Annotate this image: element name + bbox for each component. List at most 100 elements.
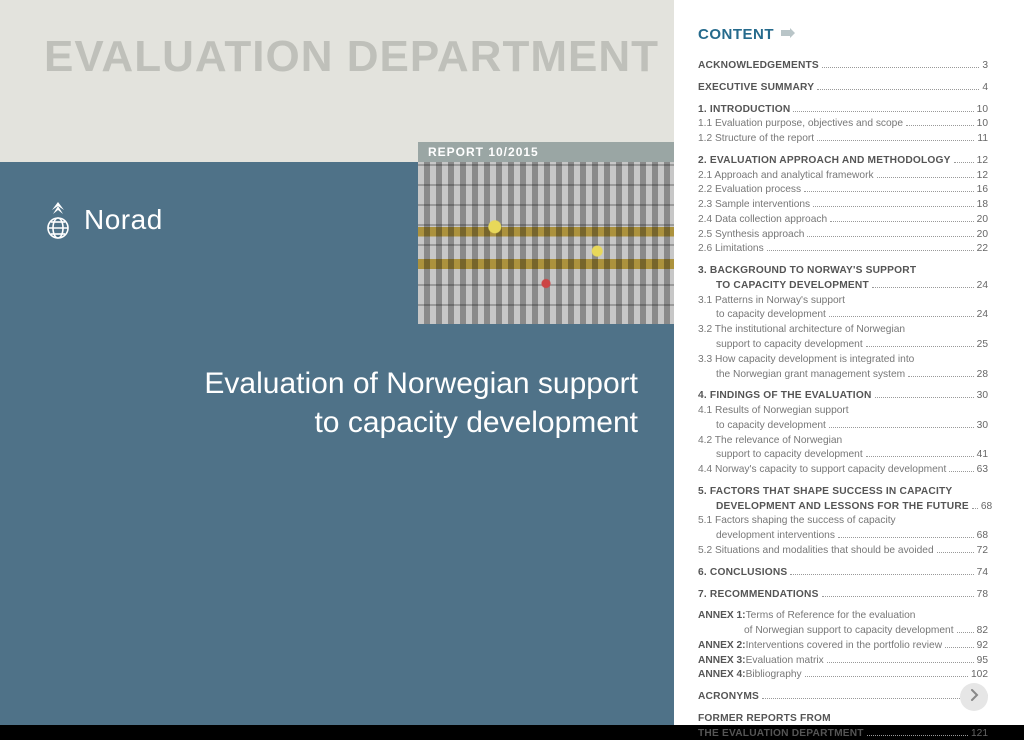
toc-entry[interactable]: ACRONYMS120 <box>698 690 988 704</box>
toc-entry[interactable]: 2.5 Synthesis approach20 <box>698 228 988 242</box>
toc-page: 11 <box>977 132 988 146</box>
toc-label: Evaluation matrix <box>746 654 824 668</box>
toc-leader-dots <box>817 140 974 141</box>
toc-label: 1.2 Structure of the report <box>698 132 814 146</box>
toc-entry[interactable]: 2.1 Approach and analytical framework12 <box>698 169 988 183</box>
toc-label: to capacity development <box>716 308 826 322</box>
annex-prefix: ANNEX 3: <box>698 654 746 668</box>
toc-label: 2.4 Data collection approach <box>698 213 827 227</box>
toc-page: 28 <box>977 368 988 382</box>
toc-entry[interactable]: 2.6 Limitations22 <box>698 242 988 256</box>
toc-label: the Norwegian grant management system <box>716 368 905 382</box>
report-title-line1: Evaluation of Norwegian support <box>204 364 638 403</box>
toc-leader-dots <box>875 397 974 398</box>
toc-label: 3.1 Patterns in Norway's support <box>698 294 845 308</box>
toc-entry[interactable]: ANNEX 2: Interventions covered in the po… <box>698 639 988 653</box>
report-title-line2: to capacity development <box>204 403 638 442</box>
toc-label: 2.5 Synthesis approach <box>698 228 804 242</box>
toc-entry[interactable]: ACKNOWLEDGEMENTS 3 <box>698 59 988 73</box>
toc-entry[interactable]: 3.3 How capacity development is integrat… <box>698 353 988 367</box>
toc-entry[interactable]: TO CAPACITY DEVELOPMENT24 <box>716 279 988 293</box>
toc-entry[interactable]: 4.1 Results of Norwegian support <box>698 404 988 418</box>
toc-entry[interactable]: 3.2 The institutional architecture of No… <box>698 323 988 337</box>
chevron-right-icon <box>969 688 979 706</box>
toc-page: 24 <box>977 308 988 322</box>
toc-page: 95 <box>977 654 988 668</box>
toc-entry[interactable]: 7. RECOMMENDATIONS 78 <box>698 588 988 602</box>
toc-entry[interactable]: 1.1 Evaluation purpose, objectives and s… <box>698 117 988 131</box>
toc-entry[interactable]: to capacity development 30 <box>716 419 988 433</box>
toc-entry[interactable]: support to capacity development41 <box>716 448 988 462</box>
toc-entry[interactable]: 3. BACKGROUND TO NORWAY'S SUPPORT <box>698 264 988 278</box>
toc-label: 1. INTRODUCTION <box>698 103 790 117</box>
toc-entry[interactable]: 2.3 Sample interventions18 <box>698 198 988 212</box>
annex-prefix: ANNEX 4: <box>698 668 746 682</box>
annex-prefix: ANNEX 1: <box>698 609 746 623</box>
toc-label: 5.2 Situations and modalities that shoul… <box>698 544 934 558</box>
toc-leader-dots <box>817 89 979 90</box>
toc-page: 3 <box>982 59 988 73</box>
toc-leader-dots <box>829 316 974 317</box>
next-page-button[interactable] <box>960 683 988 711</box>
toc-entry[interactable]: 6. CONCLUSIONS74 <box>698 566 988 580</box>
toc-page: 68 <box>981 500 992 514</box>
toc-leader-dots <box>957 632 974 633</box>
toc-label: 4.1 Results of Norwegian support <box>698 404 849 418</box>
toc-leader-dots <box>805 676 968 677</box>
toc-label: 2.3 Sample interventions <box>698 198 810 212</box>
toc-leader-dots <box>954 162 974 163</box>
toc-entry[interactable]: EXECUTIVE SUMMARY4 <box>698 81 988 95</box>
toc-entry[interactable]: ANNEX 4: Bibliography102 <box>698 668 988 682</box>
toc-label: 1.1 Evaluation purpose, objectives and s… <box>698 117 903 131</box>
toc-entry[interactable]: 2.2 Evaluation process16 <box>698 183 988 197</box>
toc-entry[interactable]: ANNEX 3: Evaluation matrix 95 <box>698 654 988 668</box>
toc-page: 12 <box>977 154 988 168</box>
toc-label: ACKNOWLEDGEMENTS <box>698 59 819 73</box>
toc-entry[interactable]: 3.1 Patterns in Norway's support <box>698 294 988 308</box>
toc-entry[interactable]: the Norwegian grant management system 28 <box>716 368 988 382</box>
toc-entry[interactable]: 2. EVALUATION APPROACH AND METHODOLOGY12 <box>698 154 988 168</box>
toc-label: Terms of Reference for the evaluation <box>746 609 916 623</box>
toc-entry[interactable]: 4.2 The relevance of Norwegian <box>698 434 988 448</box>
toc-entry[interactable]: 4.4 Norway's capacity to support capacit… <box>698 463 988 477</box>
toc-entry[interactable]: 5.2 Situations and modalities that shoul… <box>698 544 988 558</box>
toc-entry[interactable]: 1. INTRODUCTION10 <box>698 103 988 117</box>
toc-entry[interactable]: 5.1 Factors shaping the success of capac… <box>698 514 988 528</box>
toc-label: 6. CONCLUSIONS <box>698 566 787 580</box>
toc-label: development interventions <box>716 529 835 543</box>
toc-leader-dots <box>790 574 973 575</box>
toc-leader-dots <box>804 191 974 192</box>
toc-page: 102 <box>971 668 988 682</box>
toc-entry[interactable]: THE EVALUATION DEPARTMENT121 <box>698 727 988 740</box>
toc-page: 92 <box>977 639 988 653</box>
document-page: EVALUATION DEPARTMENT REPORT 10/2015 <box>0 0 1024 725</box>
toc-entry[interactable]: ANNEX 1: Terms of Reference for the eval… <box>698 609 988 623</box>
annex-prefix: ANNEX 2: <box>698 639 746 653</box>
toc-entry[interactable]: 5. FACTORS THAT SHAPE SUCCESS IN CAPACIT… <box>698 485 988 499</box>
toc-label: DEVELOPMENT AND LESSONS FOR THE FUTURE <box>716 500 969 514</box>
toc-entry[interactable]: development interventions68 <box>716 529 988 543</box>
toc-leader-dots <box>866 346 974 347</box>
toc-entry[interactable]: support to capacity development25 <box>716 338 988 352</box>
toc-label: to capacity development <box>716 419 826 433</box>
toc-entry[interactable]: 1.2 Structure of the report 11 <box>698 132 988 146</box>
toc-label: 7. RECOMMENDATIONS <box>698 588 819 602</box>
logo-panel: Norad <box>0 162 418 324</box>
toc-label: 3.3 How capacity development is integrat… <box>698 353 914 367</box>
toc-entry[interactable]: to capacity development 24 <box>716 308 988 322</box>
toc-entry[interactable]: DEVELOPMENT AND LESSONS FOR THE FUTURE68 <box>716 500 988 514</box>
toc-page: 82 <box>977 624 988 638</box>
toc-page: 4 <box>982 81 988 95</box>
toc-entry[interactable]: 2.4 Data collection approach20 <box>698 213 988 227</box>
toc-entry[interactable]: 4. FINDINGS OF THE EVALUATION30 <box>698 389 988 403</box>
toc-label: support to capacity development <box>716 448 863 462</box>
toc-page: 78 <box>977 588 988 602</box>
toc-page: 30 <box>977 419 988 433</box>
toc-page: 72 <box>977 544 988 558</box>
toc-entry[interactable]: of Norwegian support to capacity develop… <box>698 624 988 638</box>
toc-entry[interactable]: FORMER REPORTS FROM <box>698 712 988 726</box>
toc-leader-dots <box>827 662 974 663</box>
header-banner: EVALUATION DEPARTMENT <box>0 0 674 162</box>
toc-label: Interventions covered in the portfolio r… <box>746 639 943 653</box>
toc-page: 16 <box>977 183 988 197</box>
